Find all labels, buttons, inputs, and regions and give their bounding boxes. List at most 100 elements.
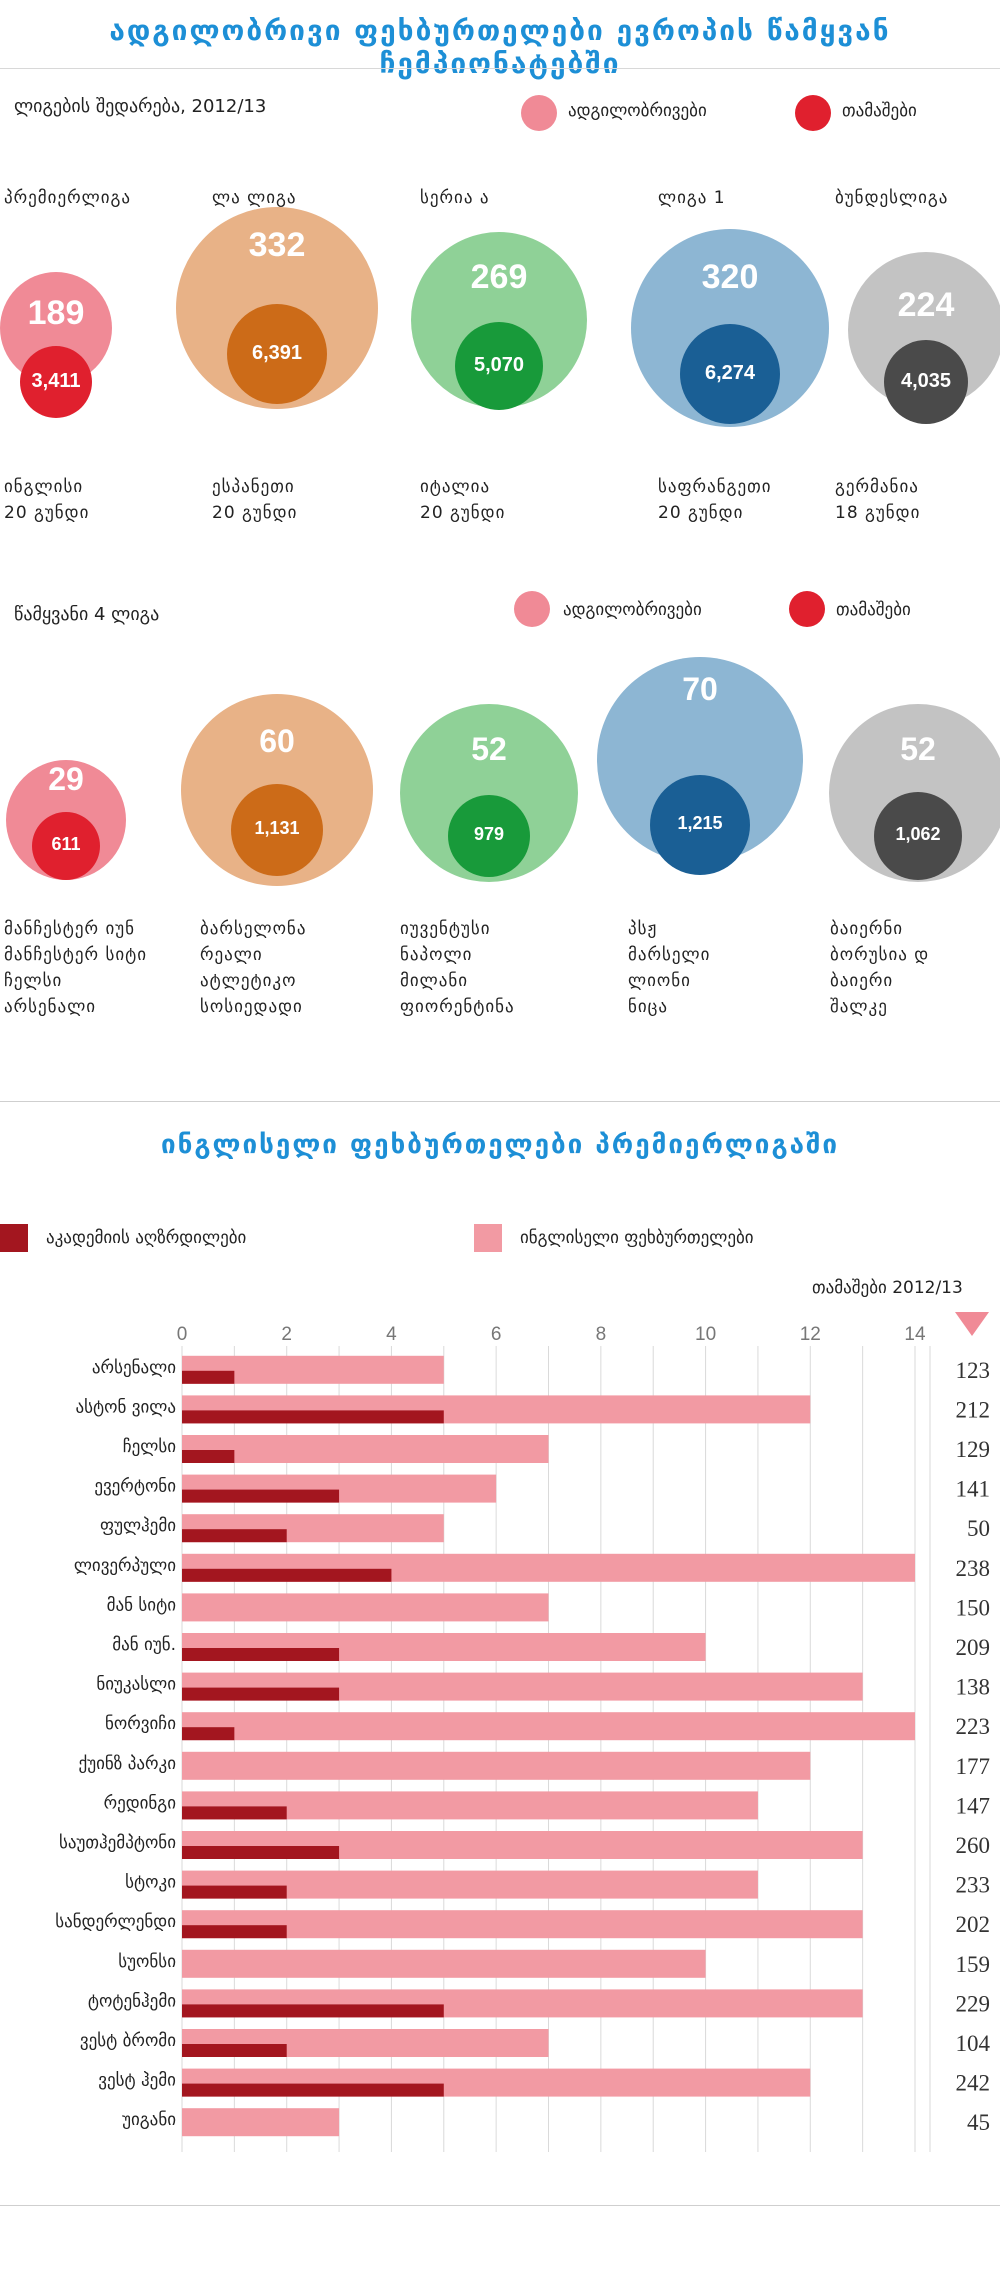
- team-count: 20 გუნდი: [212, 503, 298, 523]
- english-bar: [182, 1593, 549, 1622]
- academy-bar: [182, 1489, 340, 1503]
- club-name: ბაიერი: [830, 971, 894, 991]
- games-value: 50: [967, 1516, 990, 1541]
- league-circle-inner: [884, 340, 968, 424]
- games-value: 129: [956, 1437, 991, 1462]
- english-bar: [182, 2108, 340, 2137]
- academy-bar: [182, 1370, 235, 1384]
- team-count: 20 გუნდი: [658, 503, 744, 523]
- club-circle-inner: [231, 784, 323, 876]
- local-count: 189: [27, 294, 85, 332]
- x-tick-label: 10: [695, 1324, 716, 1345]
- club-name: მარსელი: [628, 945, 711, 965]
- category-label: ქუინზ პარკი: [79, 1754, 176, 1774]
- games-value: 212: [956, 1397, 991, 1422]
- x-tick-label: 8: [596, 1324, 607, 1345]
- league-name: ლიგა 1: [658, 188, 726, 208]
- category-label: ასტონ ვილა: [75, 1397, 176, 1417]
- academy-bar: [182, 1885, 287, 1899]
- local-count: 70: [682, 671, 718, 707]
- legend-english-swatch: [474, 1224, 502, 1252]
- team-count: 20 გუნდი: [4, 503, 90, 523]
- academy-bar: [182, 1568, 392, 1582]
- academy-bar: [182, 2004, 444, 2018]
- games-value: 209: [956, 1635, 991, 1660]
- games-value: 177: [956, 1754, 991, 1779]
- legend-local-label: ადგილობრივები: [568, 101, 707, 121]
- academy-bar: [182, 1687, 340, 1701]
- category-label: სუონსი: [118, 1952, 176, 1972]
- games-header: თამაშები 2012/13: [812, 1278, 963, 1298]
- chart-title: ინგლისელი ფეხბურთელები პრემიერლიგაში: [160, 1130, 840, 1160]
- local-count: 269: [470, 258, 528, 296]
- local-count: 224: [897, 286, 955, 324]
- down-arrow-icon: [955, 1312, 989, 1336]
- local-count: 60: [259, 723, 295, 759]
- english-bar: [182, 1910, 863, 1939]
- title-divider: [0, 68, 1000, 69]
- english-bar: [182, 1949, 706, 1978]
- club-circle-inner: [874, 792, 962, 880]
- club-circle-inner: [448, 795, 530, 877]
- club-name: ლიონი: [628, 971, 691, 991]
- games-value: 238: [956, 1556, 991, 1581]
- category-label: მან სიტი: [107, 1595, 176, 1615]
- games-count: 1,062: [895, 824, 941, 844]
- games-value: 260: [956, 1833, 991, 1858]
- games-value: 242: [956, 2071, 991, 2096]
- category-label: არსენალი: [92, 1358, 176, 1378]
- club-name: ჩელსი: [4, 971, 63, 991]
- legend-games-dot: [795, 95, 831, 131]
- club-name: შალკე: [830, 997, 888, 1017]
- legend-academy-label: აკადემიის აღზრდილები: [46, 1228, 247, 1248]
- academy-bar: [182, 1648, 340, 1661]
- country-name: ესპანეთი: [212, 477, 295, 497]
- games-value: 233: [956, 1873, 991, 1898]
- legend2-local-dot: [514, 591, 550, 627]
- games-count: 1,131: [254, 818, 300, 838]
- club-name: არსენალი: [4, 997, 97, 1017]
- club-name: ბორუსია დ: [830, 945, 930, 965]
- local-count: 29: [48, 761, 84, 797]
- legend-local-dot: [521, 95, 557, 131]
- club-name: ბაიერნი: [830, 919, 904, 939]
- league-name: პრემიერლიგა: [4, 188, 132, 208]
- club-name: რეალი: [200, 945, 263, 965]
- team-count: 18 გუნდი: [835, 503, 921, 523]
- club-name: მანჩესტერ სიტი: [4, 945, 148, 965]
- team-count: 20 გუნდი: [420, 503, 506, 523]
- games-value: 141: [956, 1477, 991, 1502]
- games-value: 138: [956, 1675, 991, 1700]
- x-tick-label: 12: [800, 1324, 821, 1345]
- category-label: ნორვიჩი: [105, 1714, 176, 1734]
- league-circle-inner: [227, 304, 327, 404]
- english-bar: [182, 1435, 549, 1463]
- games-count: 5,070: [473, 354, 525, 376]
- club-circle-inner: [32, 812, 100, 880]
- games-value: 123: [956, 1358, 991, 1383]
- academy-bar: [182, 2083, 444, 2097]
- club-name: ფიორენტინა: [400, 997, 515, 1017]
- country-name: იტალია: [420, 477, 491, 497]
- category-label: ტოტენჰემი: [88, 1991, 176, 2011]
- local-count: 332: [248, 226, 306, 264]
- club-name: ბარსელონა: [200, 919, 307, 939]
- club-name: პსჟ: [628, 919, 658, 939]
- english-bar: [182, 1712, 915, 1741]
- academy-bar: [182, 1846, 340, 1859]
- category-label: ჩელსი: [123, 1437, 176, 1457]
- academy-bar: [182, 1727, 235, 1741]
- club-name: მილანი: [400, 971, 469, 991]
- x-tick-label: 6: [491, 1324, 502, 1345]
- games-value: 202: [956, 1912, 991, 1937]
- games-count: 3,411: [31, 370, 81, 392]
- category-label: სტოკი: [125, 1873, 176, 1893]
- league-circle-inner: [680, 324, 780, 424]
- legend2-games-dot: [789, 591, 825, 627]
- club-name: ნაპოლი: [400, 945, 473, 965]
- academy-bar: [182, 1450, 235, 1463]
- league-circle-inner: [20, 346, 92, 418]
- academy-bar: [182, 1410, 444, 1424]
- local-count: 52: [471, 731, 507, 767]
- games-count: 979: [473, 824, 505, 844]
